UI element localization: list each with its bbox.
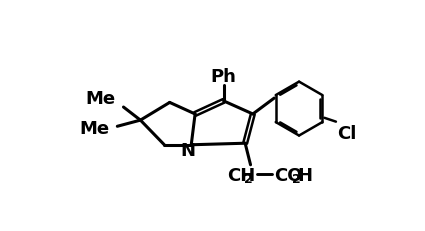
Text: N: N (180, 142, 195, 160)
Text: H: H (298, 167, 312, 185)
Text: Ph: Ph (211, 68, 237, 86)
Text: Me: Me (86, 90, 116, 108)
Text: CH: CH (227, 167, 256, 185)
Text: Me: Me (79, 120, 110, 138)
Text: Cl: Cl (337, 125, 357, 143)
Text: 2: 2 (244, 173, 253, 186)
Text: 2: 2 (292, 173, 301, 186)
Text: CO: CO (274, 167, 302, 185)
